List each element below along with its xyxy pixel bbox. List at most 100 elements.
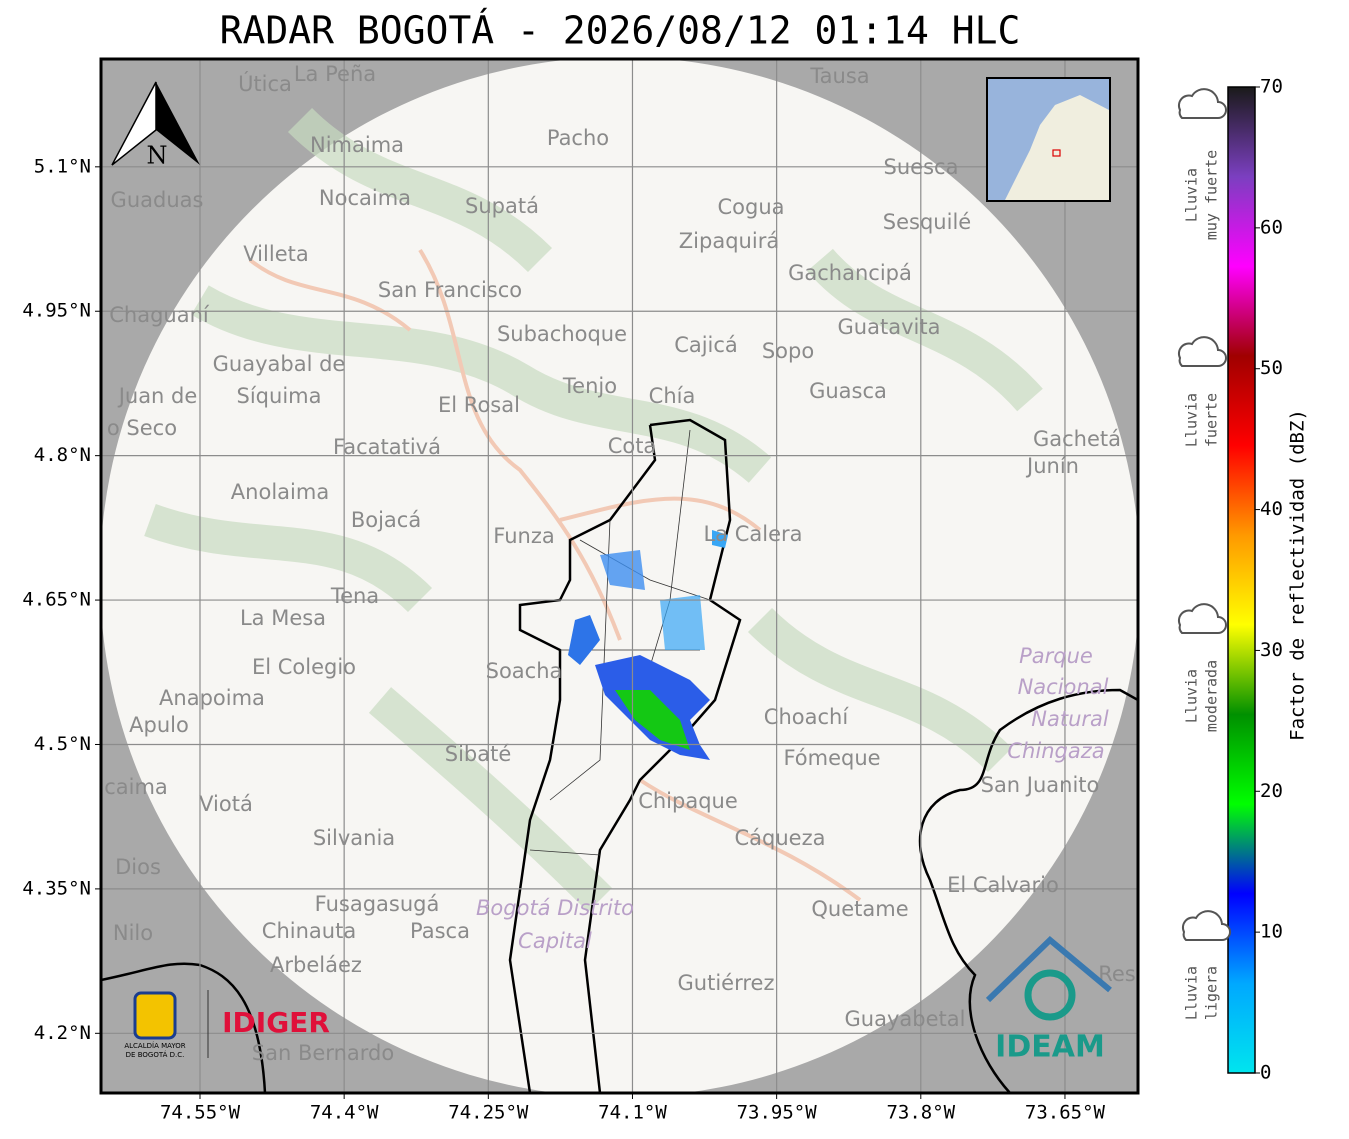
colorbar-tick-label: 70 xyxy=(1260,76,1283,98)
x-tick-label: 74.1°W xyxy=(598,1102,667,1124)
place-label: Sesquilé xyxy=(883,210,971,234)
logo-alcaldia: ALCALDÍA MAYOR DE BOGOTÁ D.C. IDIGER xyxy=(124,990,330,1059)
echo xyxy=(600,550,645,590)
ideam-logo: IDEAM xyxy=(995,1030,1105,1065)
echo xyxy=(568,615,600,665)
place-label: Síquima xyxy=(237,384,322,408)
place-label: Facatativá xyxy=(333,435,441,459)
place-label: Gachetá xyxy=(1033,427,1121,451)
place-label: El Colegio xyxy=(252,655,356,679)
echo xyxy=(660,595,705,650)
legend-label: Lluvia xyxy=(1183,966,1201,1020)
place-label: San Bernardo xyxy=(252,1041,394,1065)
area-label: Bogotá Distrito xyxy=(476,896,634,920)
alcaldia-shield xyxy=(133,991,177,1040)
place-label: Chía xyxy=(649,384,696,408)
map-frame xyxy=(99,57,1140,1095)
y-tick-label: 4.65°N xyxy=(22,589,91,611)
colorbar-tick-label: 30 xyxy=(1260,639,1283,661)
x-tick-label: 73.8°W xyxy=(886,1102,955,1124)
place-label: Apulo xyxy=(129,713,189,737)
inset-sea xyxy=(988,79,1109,200)
x-tick-label: 73.65°W xyxy=(1025,1102,1106,1124)
icon-moderate-rain xyxy=(1177,603,1227,634)
legend-label: fuerte xyxy=(1203,393,1221,447)
place-label: Guayabal de xyxy=(213,352,346,376)
icon-heavy-rain xyxy=(1177,336,1227,367)
y-tick-label: 4.2°N xyxy=(34,1022,91,1044)
area-label: Nacional xyxy=(1018,675,1109,699)
ideam-roof xyxy=(985,935,1112,1003)
x-tick-label: 74.25°W xyxy=(448,1102,529,1124)
y-tick-label: 5.1°N xyxy=(34,155,91,177)
place-label: Guaduas xyxy=(111,188,204,212)
place-label: Nocaima xyxy=(319,186,411,210)
logo-ideam: IDEAM xyxy=(985,935,1112,1065)
area-label: Capital xyxy=(518,929,592,953)
place-label: Chipaque xyxy=(638,789,738,813)
legend-label: Lluvia xyxy=(1183,669,1201,723)
y-tick-label: 4.8°N xyxy=(34,444,91,466)
north-arrow-right xyxy=(156,82,200,165)
place-label: El Rosal xyxy=(438,393,520,417)
colorbar-tick-label: 10 xyxy=(1260,921,1283,943)
area-label: Parque xyxy=(1019,644,1093,668)
place-label: Subachoque xyxy=(497,322,627,346)
place-label: Anapoima xyxy=(159,686,265,710)
place-label: Tena xyxy=(330,584,379,608)
place-label: San Francisco xyxy=(378,278,522,302)
legend-label: Lluvia xyxy=(1183,168,1201,222)
place-label: Nilo xyxy=(113,921,153,945)
roads xyxy=(248,248,862,902)
place-label: Guasca xyxy=(809,379,887,403)
place-label: Tenjo xyxy=(562,374,617,398)
place-label: Chinauta xyxy=(262,919,356,943)
place-label: Suesca xyxy=(884,155,959,179)
place-label: Silvania xyxy=(313,826,395,850)
place-label: Fusagasugá xyxy=(315,892,440,916)
x-tick-label: 74.55°W xyxy=(160,1102,241,1124)
inset-location xyxy=(1052,149,1061,157)
place-label: Tausa xyxy=(809,64,869,88)
place-label: Choachí xyxy=(764,705,850,729)
x-tick-label: 74.4°W xyxy=(310,1102,379,1124)
place-label: caima xyxy=(104,775,168,799)
title: RADAR BOGOTÁ - 2026/08/12 01:14 HLC xyxy=(220,9,1021,53)
echo xyxy=(712,530,728,548)
place-label: Sopo xyxy=(762,339,814,363)
y-tick-label: 4.95°N xyxy=(22,300,91,322)
x-tick-label: 73.95°W xyxy=(737,1102,818,1124)
place-label: Zipaquirá xyxy=(679,229,779,253)
place-label: Villeta xyxy=(243,242,308,266)
colorbar-label: Factor de reflectividad (dBZ) xyxy=(1287,409,1309,741)
map-area: Útica La Peña Tausa Pacho Nimaima Guaduas Noca… xyxy=(101,59,1138,1093)
place-label: Gachancipá xyxy=(788,261,912,285)
boundary xyxy=(918,688,1138,1093)
icon-light-rain xyxy=(1181,910,1231,941)
place-label: Anolaima xyxy=(231,480,329,504)
north-arrow: N xyxy=(111,81,200,170)
place-label: El Calvario xyxy=(947,873,1059,897)
legend-label: Lluvia xyxy=(1183,393,1201,447)
place-label: Cogua xyxy=(717,195,784,219)
echo xyxy=(615,690,690,750)
legend-label: moderada xyxy=(1203,660,1221,732)
place-label: Cajicá xyxy=(674,333,738,357)
place-label: Dios xyxy=(115,855,161,879)
idiger-logo: IDIGER xyxy=(222,1006,330,1039)
place-label: Quetame xyxy=(811,897,908,921)
place-label: Cáqueza xyxy=(735,826,826,850)
place-label: Fómeque xyxy=(783,746,880,770)
icon-heavy-storm xyxy=(1177,88,1227,119)
place-label: Funza xyxy=(493,524,554,548)
place-label: Arbeláez xyxy=(270,953,362,977)
place-label: Guatavita xyxy=(838,315,941,339)
area-label: Chingaza xyxy=(1007,739,1104,763)
place-label: Pasca xyxy=(410,919,470,943)
y-tick-label: 4.5°N xyxy=(34,733,91,755)
colorbar-tick-label: 40 xyxy=(1260,498,1283,520)
place-label: Pacho xyxy=(547,126,609,150)
place-label: Supatá xyxy=(465,194,539,218)
